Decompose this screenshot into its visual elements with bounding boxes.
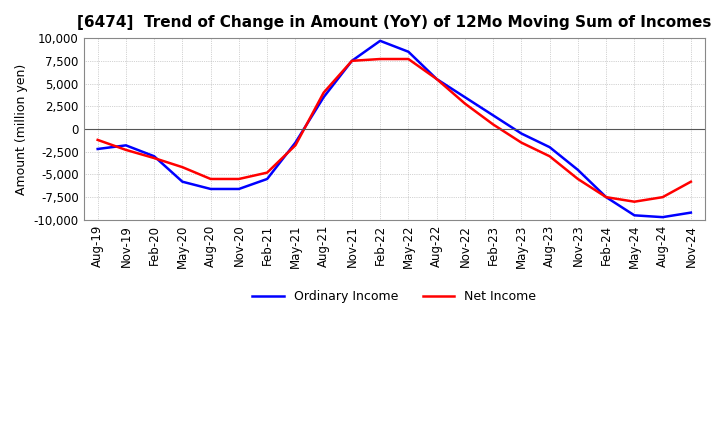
Line: Net Income: Net Income <box>98 59 691 202</box>
Ordinary Income <box>517 131 526 136</box>
Net Income <box>630 199 639 204</box>
Net Income <box>545 154 554 159</box>
Net Income <box>404 56 413 62</box>
Ordinary Income <box>602 194 611 200</box>
Net Income <box>489 122 498 127</box>
Net Income <box>178 165 186 170</box>
Ordinary Income <box>432 77 441 82</box>
Ordinary Income <box>461 95 469 100</box>
Net Income <box>432 77 441 82</box>
Net Income <box>207 176 215 182</box>
Net Income <box>291 143 300 148</box>
Net Income <box>376 56 384 62</box>
Line: Ordinary Income: Ordinary Income <box>98 41 691 217</box>
Ordinary Income <box>235 186 243 191</box>
Ordinary Income <box>404 49 413 55</box>
Net Income <box>517 140 526 145</box>
Ordinary Income <box>658 215 667 220</box>
Ordinary Income <box>376 38 384 44</box>
Net Income <box>150 155 158 161</box>
Net Income <box>574 176 582 182</box>
Ordinary Income <box>630 213 639 218</box>
Net Income <box>320 90 328 95</box>
Net Income <box>658 194 667 200</box>
Net Income <box>122 147 130 153</box>
Net Income <box>94 137 102 143</box>
Ordinary Income <box>122 143 130 148</box>
Net Income <box>461 101 469 106</box>
Title: [6474]  Trend of Change in Amount (YoY) of 12Mo Moving Sum of Incomes: [6474] Trend of Change in Amount (YoY) o… <box>77 15 711 30</box>
Y-axis label: Amount (million yen): Amount (million yen) <box>15 63 28 194</box>
Ordinary Income <box>574 167 582 172</box>
Ordinary Income <box>178 179 186 184</box>
Ordinary Income <box>150 154 158 159</box>
Net Income <box>602 194 611 200</box>
Ordinary Income <box>687 210 696 215</box>
Net Income <box>687 179 696 184</box>
Legend: Ordinary Income, Net Income: Ordinary Income, Net Income <box>248 285 541 308</box>
Ordinary Income <box>545 144 554 150</box>
Ordinary Income <box>94 147 102 152</box>
Ordinary Income <box>489 113 498 118</box>
Ordinary Income <box>263 176 271 182</box>
Net Income <box>263 170 271 175</box>
Net Income <box>348 58 356 63</box>
Net Income <box>235 176 243 182</box>
Ordinary Income <box>320 95 328 100</box>
Ordinary Income <box>207 186 215 191</box>
Ordinary Income <box>291 140 300 145</box>
Ordinary Income <box>348 58 356 63</box>
